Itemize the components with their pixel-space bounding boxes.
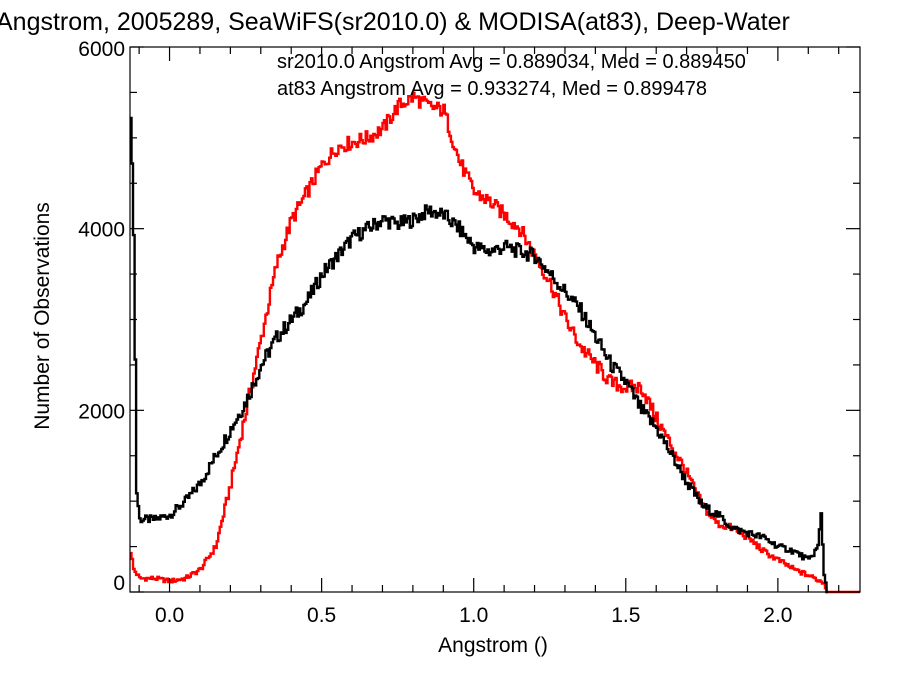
series-line-1 [130,91,860,594]
x-axis-label: Angstrom () [438,634,548,657]
x-tick-label: 1.5 [611,604,640,627]
y-tick-label: 2000 [78,400,125,423]
plot-frame [129,46,861,593]
series-line-0 [130,116,829,594]
legend-entry-sr2010: sr2010.0 Angstrom Avg = 0.889034, Med = … [277,51,746,73]
legend-entry-at83: at83 Angstrom Avg = 0.933274, Med = 0.89… [277,78,707,100]
x-tick-label: 2.0 [763,604,792,627]
x-tick-label: 0.0 [155,604,184,627]
y-tick-label: 4000 [78,219,125,242]
y-tick-label: 6000 [78,38,125,61]
series-layer [130,91,860,594]
y-tick-label: 0 [113,572,125,595]
tick-layer: 0.0 0.5 1.0 1.5 2.0 0 2000 4000 6000 [78,38,860,627]
x-tick-label: 1.0 [459,604,488,627]
legend: sr2010.0 Angstrom Avg = 0.889034, Med = … [277,51,746,100]
chart-title: Angstrom, 2005289, SeaWiFS(sr2010.0) & M… [0,8,790,36]
y-axis-label: Number of Observations [31,202,54,430]
x-tick-label: 0.5 [307,604,336,627]
